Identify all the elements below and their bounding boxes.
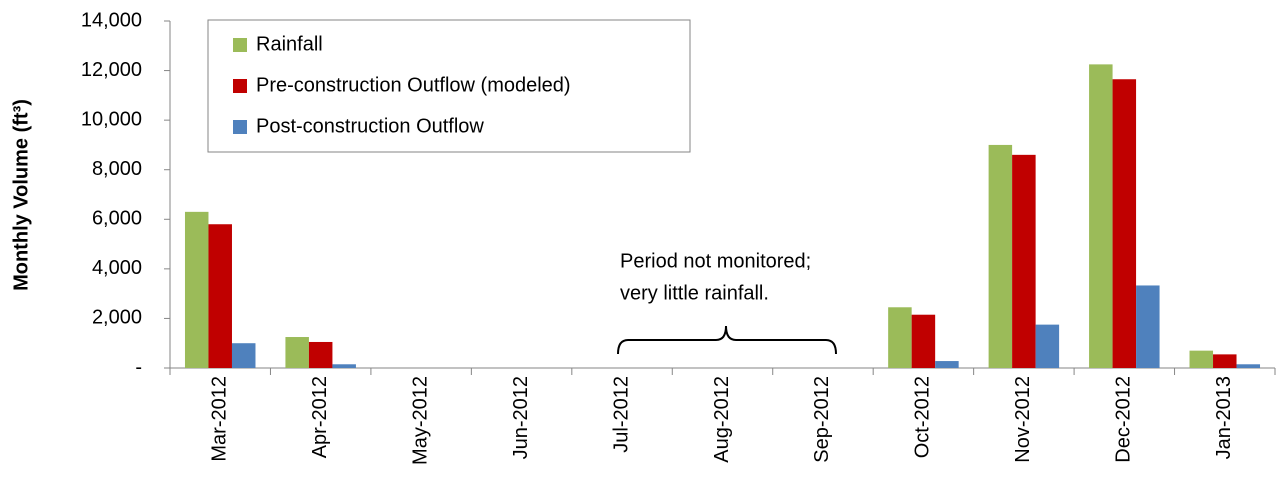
x-tick-label: Jan-2013 — [1213, 376, 1235, 459]
y-tick-label: 10,000 — [81, 108, 142, 130]
y-tick-label: 4,000 — [92, 257, 142, 279]
annotation: Period not monitored; — [620, 250, 811, 272]
y-tick-label: 14,000 — [81, 9, 142, 31]
legend-box — [207, 19, 691, 153]
x-tick-label: Sep-2012 — [811, 376, 833, 463]
y-tick-label: 6,000 — [92, 208, 142, 230]
x-tick-label: Apr-2012 — [309, 376, 331, 458]
x-tick-label: Mar-2012 — [209, 376, 231, 462]
bar — [1012, 154, 1036, 368]
legend-swatch — [233, 38, 247, 52]
legend-label: Rainfall — [256, 33, 323, 55]
y-tick-label: 12,000 — [81, 59, 142, 81]
bar — [1035, 324, 1060, 368]
annotation: very little rainfall. — [620, 282, 769, 304]
bar — [1112, 79, 1137, 368]
x-tick-label: Oct-2012 — [912, 376, 934, 458]
bar — [1189, 350, 1214, 368]
bar — [285, 337, 309, 368]
bar — [988, 144, 1013, 368]
brace — [617, 325, 837, 355]
x-tick-label: Nov-2012 — [1012, 376, 1034, 463]
legend-label: Pre-construction Outflow (modeled) — [256, 74, 571, 96]
x-tick-label: May-2012 — [409, 376, 431, 465]
legend-label: Post-construction Outflow — [256, 115, 484, 137]
bar — [1236, 364, 1261, 368]
bar — [308, 341, 333, 368]
legend-swatch — [233, 79, 247, 93]
x-tick-label: Dec-2012 — [1113, 376, 1135, 463]
bar — [1136, 285, 1160, 368]
y-tick-label: 2,000 — [92, 307, 142, 329]
x-tick-label: Jun-2012 — [510, 376, 532, 459]
x-tick-label: Jul-2012 — [610, 376, 632, 453]
bar — [208, 224, 232, 368]
legend-swatch — [233, 120, 247, 134]
y-tick-label: 8,000 — [92, 158, 142, 180]
bar — [888, 307, 912, 368]
y-tick-label: - — [135, 356, 142, 378]
y-axis-label: Monthly Volume (ft³) — [10, 99, 32, 291]
bar — [184, 211, 209, 368]
bar — [332, 364, 356, 368]
bar — [1213, 354, 1237, 368]
bar — [1089, 64, 1113, 368]
bar — [231, 343, 256, 368]
bar — [911, 314, 936, 368]
bar — [935, 361, 959, 368]
x-tick-label: Aug-2012 — [711, 376, 733, 463]
